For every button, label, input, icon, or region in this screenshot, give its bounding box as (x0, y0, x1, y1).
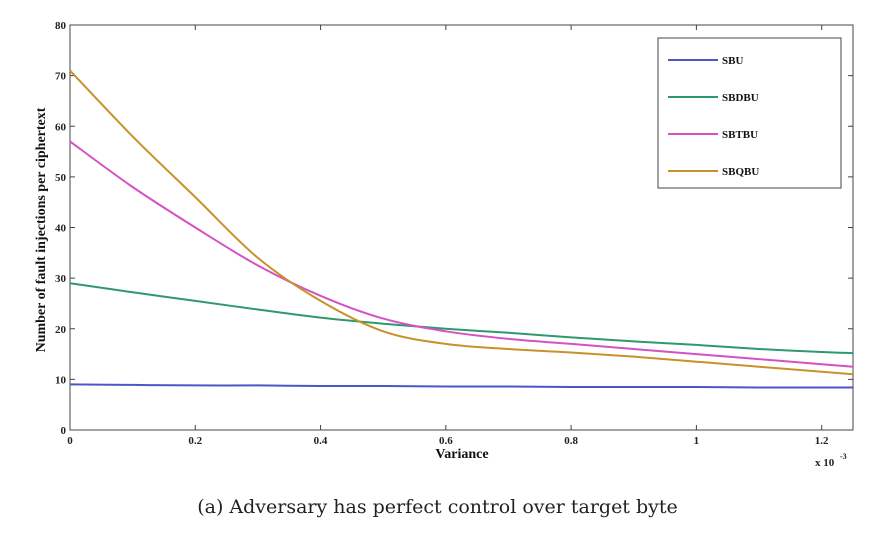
series-line-sbdbu (69, 282, 854, 355)
x-tick-label: 0.6 (439, 435, 453, 447)
y-tick-label: 80 (55, 20, 67, 32)
series-line-sbu (69, 383, 853, 389)
y-axis-label: Number of fault injections per ciphertex… (34, 107, 49, 352)
y-tick-label: 40 (55, 223, 67, 235)
y-tick-label: 70 (55, 71, 67, 83)
axis-ticks (69, 24, 853, 431)
x-multiplier-base: x 10 (815, 457, 835, 469)
line-chart: 0 10 20 30 40 50 60 70 80 0 0.2 0.4 0.6 0.8 1 1.2 Varia… (34, 20, 854, 469)
x-multiplier: x 10 -3 (815, 452, 847, 469)
legend-box (657, 37, 842, 189)
legend-label-sbtbu: SBTBU (722, 129, 758, 141)
y-tick-label: 10 (55, 374, 67, 386)
x-tick-label: 1.2 (815, 435, 829, 447)
x-multiplier-exponent: -3 (840, 452, 847, 461)
x-axis-label: Variance (435, 447, 488, 462)
y-tick-label: 30 (55, 273, 67, 285)
series-lines (69, 69, 854, 389)
x-tick-label: 0.2 (188, 435, 202, 447)
tick-labels: 0 10 20 30 40 50 60 70 80 0 0.2 0.4 0.6 0.8 1 1.2 (55, 20, 829, 447)
y-tick-label: 60 (55, 121, 67, 133)
legend-label-sbdbu: SBDBU (722, 92, 759, 104)
x-tick-label: 0 (67, 435, 73, 447)
legend-label-sbu: SBU (722, 55, 743, 67)
x-tick-label: 0.4 (314, 435, 328, 447)
series-line-sbtbu (69, 140, 854, 368)
x-tick-label: 0.8 (564, 435, 578, 447)
legend-label-sbqbu: SBQBU (722, 166, 759, 178)
figure-caption: (a) Adversary has perfect control over t… (197, 496, 678, 518)
y-tick-label: 0 (61, 425, 67, 437)
x-tick-label: 1 (694, 435, 700, 447)
legend: SBU SBDBU SBTBU SBQBU (657, 37, 842, 189)
series-line-sbqbu (69, 69, 854, 376)
y-tick-label: 20 (55, 324, 67, 336)
y-tick-label: 50 (55, 172, 67, 184)
